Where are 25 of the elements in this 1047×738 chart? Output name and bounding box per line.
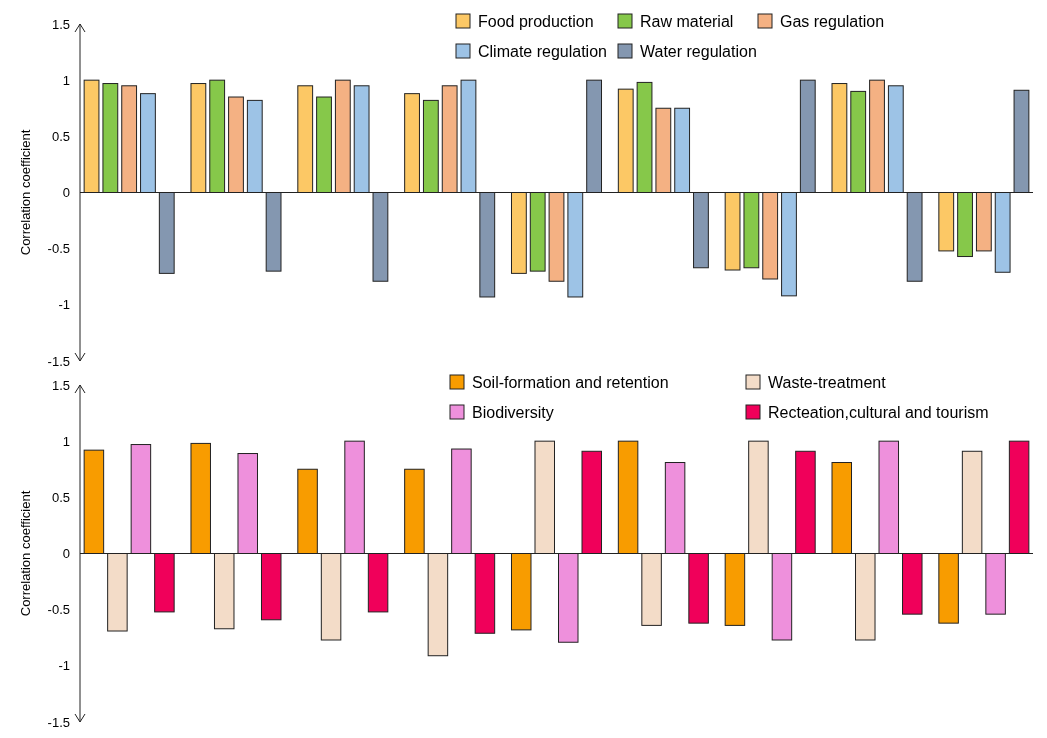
y-axis-title: Correlation coefficient	[18, 490, 33, 617]
y-tick-label: -0.5	[47, 241, 70, 257]
legend-label: Recteation,cultural and tourism	[768, 403, 989, 421]
y-tick-label: 0	[62, 546, 70, 562]
y-axis-title: Correlation coefficient	[18, 129, 33, 256]
y-tick-label: -1.5	[47, 353, 70, 369]
y-tick-label: 1.5	[51, 16, 70, 32]
legend-label: Waste-treatment	[768, 373, 887, 391]
y-tick-label: 0.5	[51, 489, 70, 505]
legend-label: Water regulation	[640, 42, 757, 60]
legend-label: Gas regulation	[780, 12, 885, 30]
legend-label: Climate regulation	[478, 42, 607, 60]
y-tick-label: 1	[62, 72, 70, 88]
y-tick-label: 1.5	[51, 377, 70, 393]
y-tick-label: 0	[62, 185, 70, 201]
y-tick-label: -1	[58, 297, 70, 313]
legend-label: Food production	[478, 12, 594, 30]
y-tick-label: -1	[58, 658, 70, 674]
legend-label: Soil-formation and retention	[472, 373, 669, 391]
y-tick-label: -0.5	[47, 602, 70, 618]
y-tick-label: 1	[62, 433, 70, 449]
y-tick-label: -1.5	[47, 714, 70, 730]
legend-label: Raw material	[640, 12, 734, 30]
legend-label: Biodiversity	[472, 403, 554, 421]
y-tick-label: 0.5	[51, 128, 70, 144]
